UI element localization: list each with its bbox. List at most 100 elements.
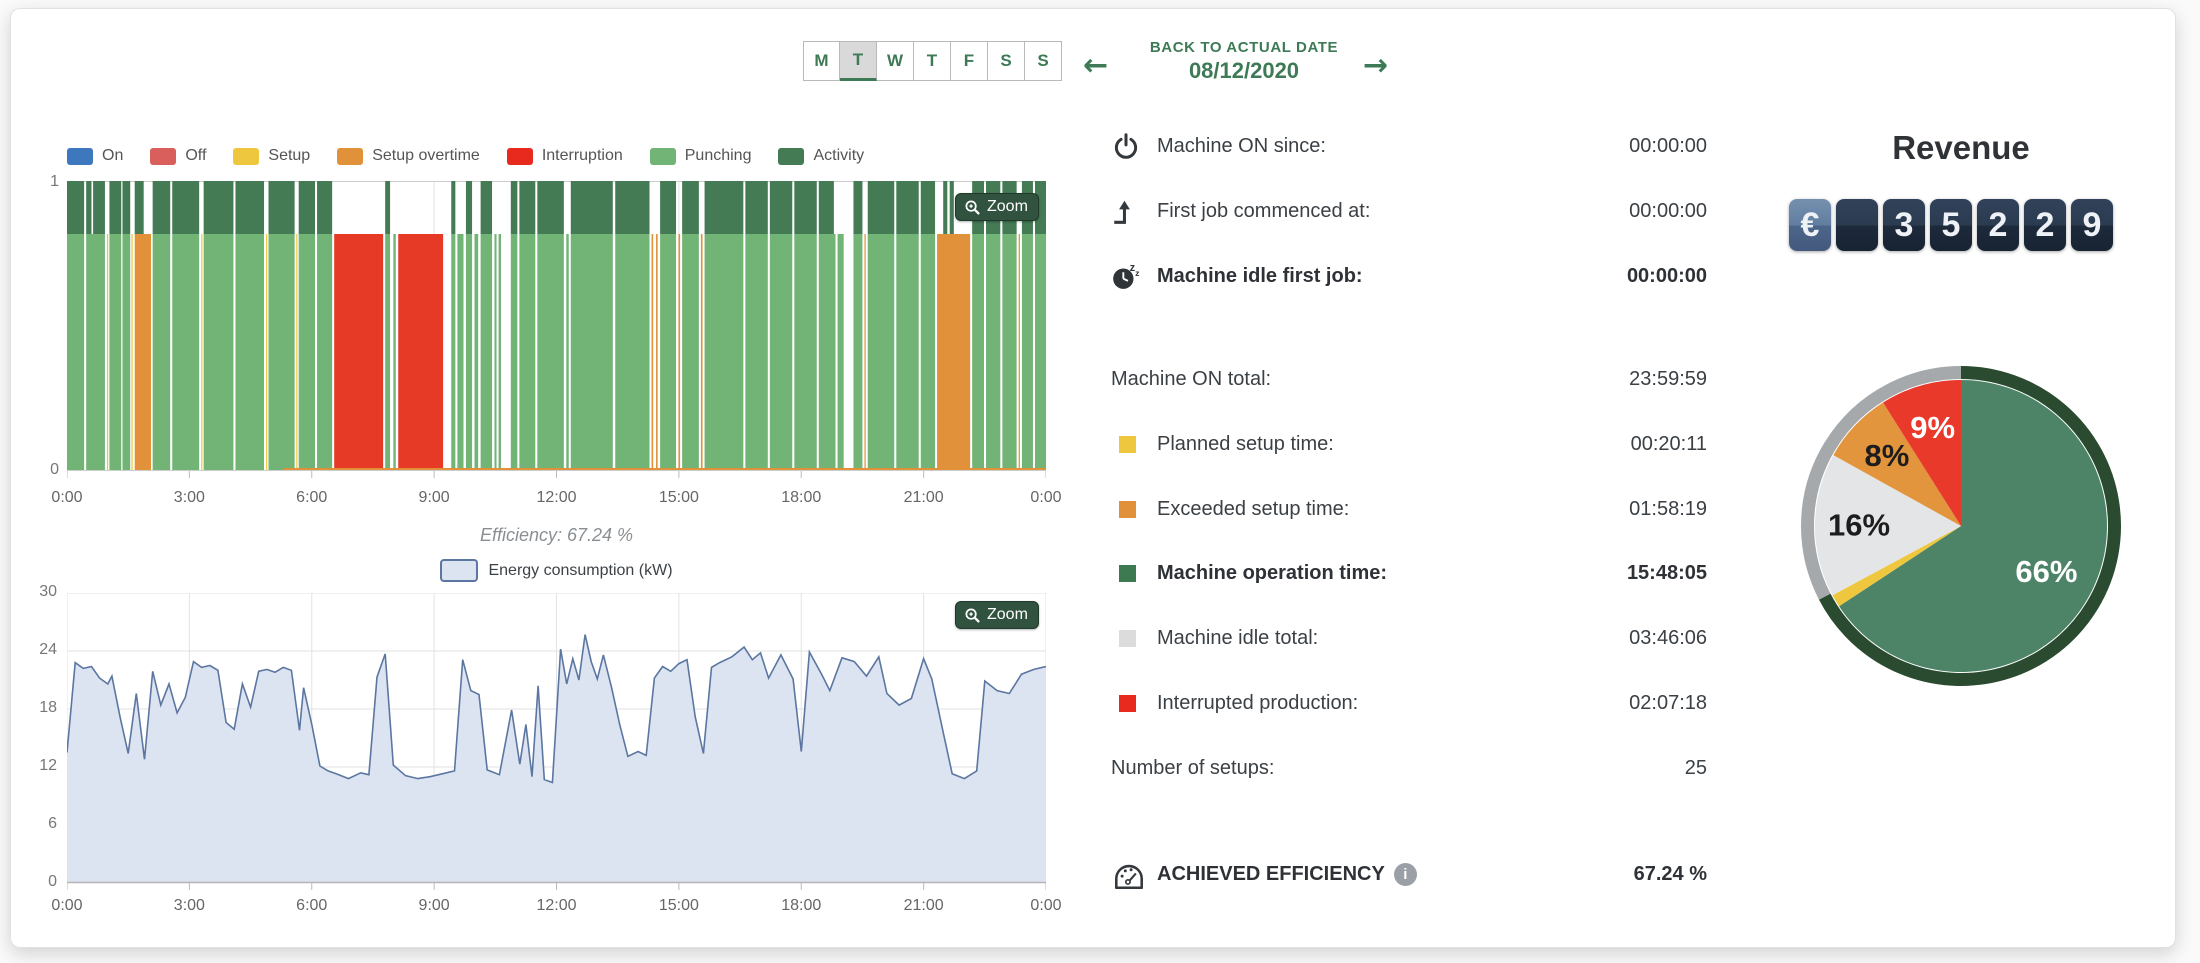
- stat-label: Interrupted production:: [1157, 691, 1359, 714]
- back-to-actual-date[interactable]: BACK TO ACTUAL DATE 08/12/2020: [1119, 39, 1369, 84]
- stat-value: 00:00:00: [1626, 264, 1707, 287]
- day-cell-5-S[interactable]: S: [988, 41, 1025, 81]
- stat-marker: [1111, 564, 1157, 582]
- stat-value: 67.24 %: [1633, 862, 1707, 885]
- stat-marker: [1111, 197, 1157, 225]
- stat-marker: [1111, 857, 1157, 891]
- first-job-icon: [1114, 200, 1130, 224]
- revenue-title: Revenue: [1892, 129, 2030, 166]
- flip-tile-digit-2: 2: [1977, 199, 2019, 251]
- svg-text:z: z: [1130, 262, 1135, 274]
- previous-day-arrow[interactable]: ←: [1083, 48, 1109, 83]
- stat-row-machine-on-since: Machine ON since: 00:00:00: [1111, 126, 1707, 166]
- pie-slice-9%: [1883, 380, 1961, 526]
- stat-row-exceeded-setup-time: Exceeded setup time: 01:58:19: [1111, 489, 1707, 529]
- legend-swatch: [337, 147, 364, 165]
- timeline-x-tick: 21:00: [903, 489, 944, 506]
- legend-item-punching: Punching: [649, 147, 752, 165]
- legend-item-interruption: Interruption: [506, 147, 623, 165]
- stat-marker: [1111, 629, 1157, 647]
- legend-label: Off: [185, 147, 207, 164]
- timeline-x-tick: 12:00: [536, 489, 577, 506]
- legend-label: On: [102, 147, 124, 164]
- stat-label: Machine operation time:: [1157, 561, 1388, 584]
- energy-consumption-chart[interactable]: [66, 592, 1047, 896]
- stat-label: Number of setups:: [1111, 756, 1275, 779]
- flip-tile-digit-3: 3: [1883, 199, 1925, 251]
- timeline-y-min: 0: [50, 461, 59, 478]
- legend-label: Interruption: [541, 147, 623, 164]
- flip-tile-blank: [1836, 199, 1878, 251]
- back-to-actual-date-label: BACK TO ACTUAL DATE: [1149, 39, 1339, 56]
- day-cell-0-M[interactable]: M: [803, 41, 840, 81]
- pie-slice-8%: [1833, 402, 1961, 526]
- stat-value: 00:20:11: [1630, 432, 1707, 455]
- legend-swatch: [506, 147, 533, 165]
- machine-activity-timeline-chart[interactable]: [66, 181, 1047, 484]
- timeline-x-tick: 9:00: [418, 489, 450, 506]
- legend-item-off: Off: [150, 147, 206, 165]
- stat-value: 02:07:18: [1629, 691, 1707, 714]
- stat-value: 15:48:05: [1626, 561, 1707, 584]
- stat-marker: [1111, 435, 1157, 453]
- info-icon[interactable]: i: [1393, 862, 1417, 886]
- stat-marker: [1111, 694, 1157, 712]
- stat-label: Machine ON total:: [1111, 367, 1272, 390]
- power-icon: [1114, 133, 1138, 159]
- energy-legend-label: Energy consumption (kW): [488, 561, 673, 579]
- stat-value: 25: [1684, 756, 1707, 779]
- timeline-x-tick: 15:00: [658, 489, 699, 506]
- stat-value: 01:58:19: [1629, 497, 1707, 520]
- stat-color-swatch: [1119, 694, 1136, 712]
- time-distribution-pie: 66% 16% 8% 9%: [1773, 338, 2149, 719]
- next-day-arrow[interactable]: →: [1363, 48, 1389, 83]
- legend-label: Setup: [268, 147, 311, 164]
- stat-row-interrupted-production: Interrupted production: 02:07:18: [1111, 683, 1707, 723]
- day-cell-4-F[interactable]: F: [951, 41, 988, 81]
- day-cell-6-S[interactable]: S: [1025, 41, 1062, 81]
- stat-value: 00:00:00: [1629, 134, 1707, 157]
- legend-item-setup: Setup: [233, 147, 310, 165]
- stat-value: 03:46:06: [1629, 626, 1707, 649]
- pie-slice-sliver: [1832, 526, 1961, 607]
- stat-row-machine-idle-total: Machine idle total: 03:46:06: [1111, 618, 1707, 658]
- energy-x-tick: 9:00: [418, 897, 450, 914]
- legend-label: Punching: [684, 147, 752, 164]
- energy-y-tick: 24: [39, 641, 57, 658]
- efficiency-gauge-icon: [1115, 864, 1143, 890]
- day-cell-2-W[interactable]: W: [877, 41, 914, 81]
- energy-legend-swatch: [440, 559, 479, 582]
- timeline-x-tick: 3:00: [173, 489, 205, 506]
- legend-swatch: [150, 147, 177, 165]
- pie-slice-66%: [1839, 380, 2107, 672]
- stat-label: Machine idle total:: [1157, 626, 1319, 649]
- energy-x-tick: 0:00: [1030, 897, 1062, 914]
- stat-value: 23:59:59: [1629, 367, 1707, 390]
- efficiency-caption: Efficiency: 67.24 %: [479, 525, 634, 545]
- stat-row-machine-operation-time: Machine operation time: 15:48:05: [1111, 553, 1707, 593]
- timeline-zoom-button[interactable]: Zoom: [955, 193, 1039, 221]
- legend-item-setup-overtime: Setup overtime: [337, 147, 480, 165]
- flip-tile-digit-5: 5: [1930, 199, 1972, 251]
- energy-legend[interactable]: Energy consumption (kW): [67, 559, 1046, 582]
- energy-zoom-button[interactable]: Zoom: [955, 601, 1039, 629]
- stat-row-first-job-commenced-at: First job commenced at: 00:00:00: [1111, 191, 1707, 231]
- energy-x-tick: 15:00: [658, 897, 699, 914]
- energy-y-tick: 30: [39, 583, 57, 600]
- energy-x-tick: 6:00: [296, 897, 328, 914]
- timeline-legend: On Off Setup Setup overtime Interruption Punc…: [67, 147, 891, 165]
- timeline-x-tick: 0:00: [1030, 489, 1062, 506]
- pie-label-9%: 9%: [1910, 410, 1955, 445]
- current-date: 08/12/2020: [1188, 58, 1300, 83]
- legend-label: Setup overtime: [372, 147, 480, 164]
- pie-label-16%: 16%: [1828, 507, 1890, 542]
- timeline-x-tick: 18:00: [781, 489, 822, 506]
- day-cell-3-T[interactable]: T: [914, 41, 951, 81]
- timeline-x-tick: 0:00: [51, 489, 83, 506]
- day-cell-1-T[interactable]: T: [840, 41, 877, 81]
- stat-label: ACHIEVED EFFICIENCY: [1157, 862, 1385, 885]
- legend-item-on: On: [67, 147, 123, 165]
- revenue-counter: €3 5 2 2 9: [1789, 199, 2118, 251]
- stat-label: Exceeded setup time:: [1157, 497, 1350, 520]
